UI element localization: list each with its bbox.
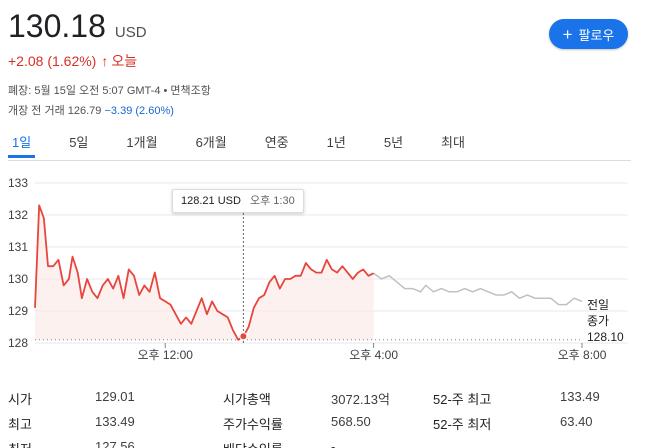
y-tick-label: 133	[8, 176, 28, 190]
regular-hours-line	[34, 204, 375, 341]
tab-5y[interactable]: 5년	[383, 135, 404, 150]
hover-tooltip: 128.21 USD 오후 1:30	[172, 189, 304, 213]
price-change: +2.08 (1.62%) ↑ 오늘	[8, 51, 137, 71]
change-value: +2.08 (1.62%)	[8, 53, 97, 69]
stat-mktcap-value: 3072.13억	[331, 392, 390, 407]
stat-open-value: 129.01	[95, 389, 135, 404]
tooltip-value: 128.21 USD	[181, 195, 241, 207]
currency-label: USD	[114, 24, 147, 41]
tab-1y[interactable]: 1년	[326, 135, 346, 150]
previous-close-value: 128.10	[587, 330, 624, 344]
range-tabs: 1일 5일 1개월 6개월 연중 1년 5년 최대	[8, 134, 499, 160]
stat-mktcap-label: 시가총액	[223, 392, 271, 407]
stat-low-value: 127.56	[95, 439, 135, 448]
previous-close-line2: 종가	[587, 314, 610, 328]
market-closed-info: 폐장: 5월 15일 오전 5:07 GMT-4 • 면책조항	[8, 85, 211, 97]
x-tick-label: 오후 12:00	[138, 348, 194, 362]
x-tick-label: 오후 8:00	[558, 348, 607, 362]
stat-52w-high-label: 52-주 최고	[433, 392, 492, 407]
tabs-divider	[8, 160, 631, 161]
stat-high-label: 최고	[8, 417, 32, 432]
y-tick-label: 132	[8, 208, 28, 222]
previous-close-line1: 전일	[587, 298, 610, 312]
regular-area-fill	[35, 205, 374, 340]
stat-high-value: 133.49	[95, 414, 135, 429]
y-tick-label: 131	[8, 240, 28, 254]
price-chart[interactable]: 133 132 131 130 129 128 오후 12:00 오후 4:00 오후 8:00	[0, 165, 645, 370]
extended-hours-line	[373, 272, 583, 306]
tab-1d[interactable]: 1일	[8, 134, 36, 158]
follow-button[interactable]: + 팔로우	[549, 19, 628, 49]
tab-6m[interactable]: 6개월	[195, 135, 227, 150]
stat-52w-low-value: 63.40	[560, 414, 593, 429]
hover-point	[239, 332, 248, 341]
tab-ytd[interactable]: 연중	[264, 135, 289, 150]
previous-close-label: 전일 종가 128.10	[587, 297, 624, 345]
stat-52w-low-label: 52-주 최저	[433, 417, 492, 432]
tab-5d[interactable]: 5일	[69, 135, 89, 150]
premarket-change: −3.39 (2.60%)	[104, 105, 174, 117]
stat-dividend-label: 배당수익률	[223, 439, 283, 448]
tab-max[interactable]: 최대	[441, 135, 465, 150]
stat-52w-high-value: 133.49	[560, 389, 600, 404]
current-price: 130.18	[8, 8, 106, 44]
premarket-info: 개장 전 거래 126.79 −3.39 (2.60%)	[8, 102, 174, 118]
follow-button-label: 팔로우	[578, 27, 615, 43]
x-tick-label: 오후 4:00	[349, 348, 398, 362]
premarket-label: 개장 전 거래 126.79	[8, 105, 102, 117]
stat-open-label: 시가	[8, 392, 32, 407]
stat-dividend-value: -	[331, 439, 336, 448]
change-period: 오늘	[111, 53, 138, 69]
tab-1m[interactable]: 1개월	[126, 135, 158, 150]
stat-pe-label: 주가수익률	[223, 417, 283, 432]
tooltip-time: 오후 1:30	[250, 195, 295, 207]
price-header: 130.18 USD	[8, 8, 147, 44]
stat-pe-value: 568.50	[331, 414, 371, 429]
y-tick-label: 130	[8, 272, 28, 286]
arrow-up-icon: ↑	[101, 53, 109, 69]
plus-icon: +	[562, 24, 573, 44]
y-tick-label: 128	[8, 336, 28, 350]
y-tick-label: 129	[8, 304, 28, 318]
stat-low-label: 최저	[8, 439, 32, 448]
